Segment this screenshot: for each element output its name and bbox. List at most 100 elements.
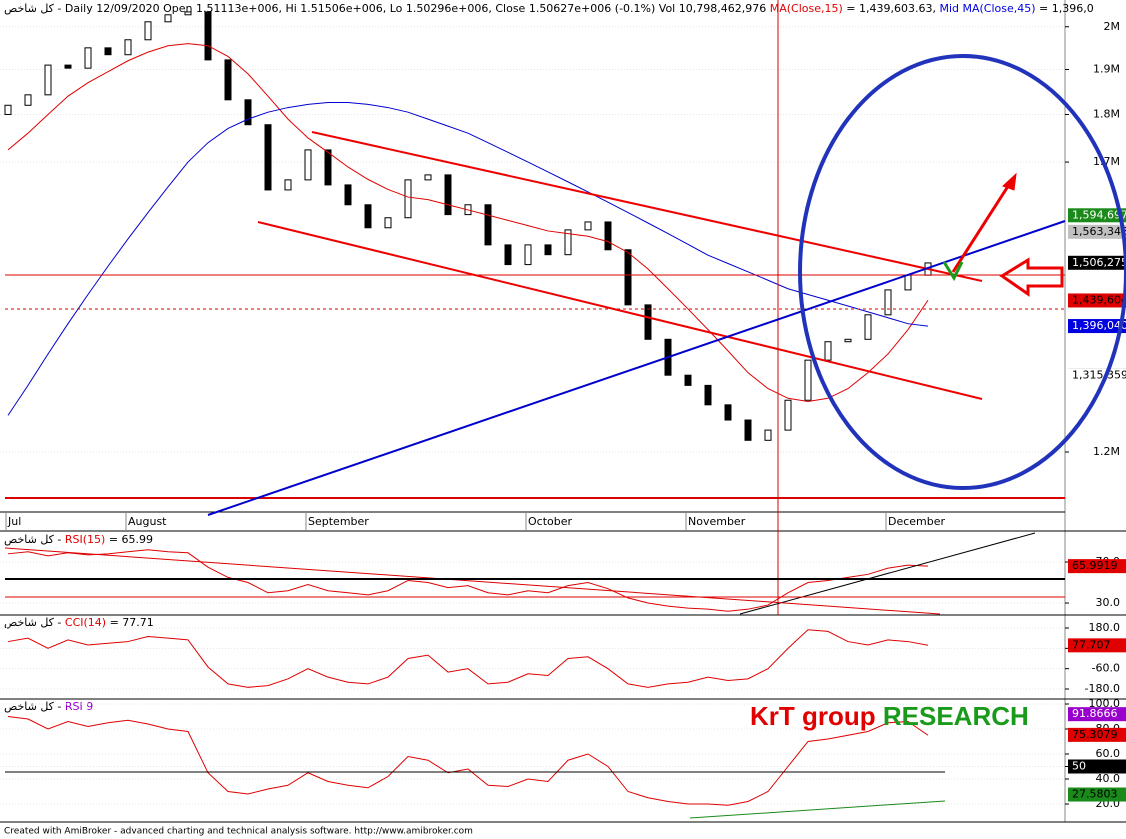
candle-body bbox=[844, 338, 852, 343]
value-box bbox=[1068, 638, 1126, 653]
candle-body bbox=[744, 419, 752, 441]
candle-body bbox=[644, 304, 652, 340]
value-box bbox=[1068, 787, 1126, 802]
candle-body bbox=[504, 244, 512, 266]
x-tick-label: September bbox=[308, 515, 369, 528]
plot-layer: کل شاخص - Daily 12/09/2020 Open 1.51113e… bbox=[0, 2, 1126, 810]
x-tick-label: December bbox=[888, 515, 946, 528]
value-box bbox=[1068, 255, 1126, 270]
candle-body bbox=[164, 14, 172, 23]
candle-body bbox=[724, 404, 732, 421]
candle-body bbox=[624, 249, 632, 306]
y-tick-label: 1.8M bbox=[1093, 107, 1120, 120]
candle-body bbox=[344, 184, 352, 206]
y-tick-label: 100.0 bbox=[1089, 697, 1121, 710]
candle-body bbox=[4, 104, 12, 115]
value-box bbox=[1068, 293, 1126, 308]
candle-body bbox=[544, 244, 552, 256]
y-tick-label: 30.0 bbox=[1096, 596, 1121, 609]
panel-title: کل شاخص - Daily 12/09/2020 Open 1.51113e… bbox=[4, 2, 1094, 15]
y-tick-label: 180.0 bbox=[1089, 621, 1121, 634]
footer: Created with AmiBroker - advanced charti… bbox=[4, 827, 473, 837]
candle-body bbox=[384, 217, 392, 229]
value-box bbox=[1068, 727, 1126, 742]
title-part: RSI 9 bbox=[65, 700, 93, 713]
y-tick-label: -60.0 bbox=[1092, 662, 1120, 675]
candle-body bbox=[584, 221, 592, 231]
candle-body bbox=[404, 179, 412, 219]
candle-body bbox=[104, 47, 112, 56]
candle-body bbox=[24, 94, 32, 106]
title-part: CCI(14) bbox=[65, 616, 106, 629]
value-box-label: 27.5803 bbox=[1072, 788, 1118, 801]
value-box-label: 1,563,348 bbox=[1072, 225, 1126, 238]
value-box-label: 65.9919 bbox=[1072, 559, 1118, 572]
line-series bbox=[7, 716, 929, 806]
value-box-label: 75.3079 bbox=[1072, 728, 1118, 741]
value-box-label: 91.8666 bbox=[1072, 707, 1118, 720]
candle-body bbox=[684, 374, 692, 386]
value-box-label: 50 bbox=[1072, 760, 1086, 773]
value-box-label: 1,396,040 bbox=[1072, 319, 1126, 332]
title-part: MA(Close,15) bbox=[770, 2, 843, 15]
value-box-label: 1,594,697 bbox=[1072, 208, 1126, 221]
candle-body bbox=[484, 204, 492, 246]
title-part: کل شاخص - bbox=[4, 616, 65, 629]
title-part: Mid MA(Close,45) bbox=[939, 2, 1035, 15]
panel-title: کل شاخص - RSI 9 bbox=[4, 700, 93, 713]
x-tick-label: Jul bbox=[7, 515, 21, 528]
y-tick-label: 60.0 bbox=[1096, 747, 1121, 760]
value-box-label: 1,315,359 bbox=[1072, 369, 1126, 382]
title-part: کل شاخص - Daily 12/09/2020 Open 1.51113e… bbox=[4, 2, 770, 15]
x-tick-label: October bbox=[528, 515, 572, 528]
candle-body bbox=[324, 149, 332, 186]
title-part: = 77.71 bbox=[106, 616, 154, 629]
candle-body bbox=[84, 47, 92, 69]
drawings bbox=[4, 0, 1126, 819]
value-box bbox=[1068, 368, 1126, 383]
value-box bbox=[1068, 759, 1126, 774]
line-series bbox=[7, 549, 929, 612]
candle-body bbox=[284, 179, 292, 191]
x-tick-label: August bbox=[128, 515, 167, 528]
panel-title: کل شاخص - RSI(15) = 65.99 bbox=[4, 533, 153, 546]
candle-body bbox=[864, 314, 872, 340]
title-part: = 1,396,0 bbox=[1036, 2, 1094, 15]
value-box bbox=[1068, 559, 1126, 574]
panel-title: کل شاخص - CCI(14) = 77.71 bbox=[4, 616, 154, 629]
candle-body bbox=[884, 289, 892, 316]
value-box-label: 1,439,604 bbox=[1072, 293, 1126, 306]
value-box bbox=[1068, 208, 1126, 223]
watermark-part: RESEARCH bbox=[883, 701, 1029, 731]
candle-body bbox=[304, 149, 312, 181]
candle-body bbox=[144, 21, 152, 41]
candle-body bbox=[44, 64, 52, 96]
candle-body bbox=[184, 11, 192, 16]
value-box-label: 1,506,275 bbox=[1072, 256, 1126, 269]
candle-body bbox=[124, 39, 132, 56]
watermark-part: KrT group bbox=[750, 701, 883, 731]
line-series bbox=[7, 629, 929, 688]
candle-body bbox=[524, 244, 532, 266]
y-tick-label: 1.9M bbox=[1093, 62, 1120, 75]
line-series bbox=[7, 102, 929, 416]
candle-body bbox=[364, 204, 372, 229]
title-part: RSI(15) bbox=[65, 533, 105, 546]
title-part: کل شاخص - bbox=[4, 700, 65, 713]
candle-body bbox=[244, 99, 252, 126]
y-tick-label: 2M bbox=[1104, 20, 1121, 33]
candle-body bbox=[564, 229, 572, 256]
candle-body bbox=[604, 221, 612, 251]
candle-body bbox=[784, 399, 792, 431]
candle-body bbox=[204, 11, 212, 61]
x-tick-label: November bbox=[688, 515, 746, 528]
y-tick-label: -180.0 bbox=[1085, 682, 1120, 695]
line-series bbox=[7, 43, 929, 403]
candle-body bbox=[444, 174, 452, 216]
candle-body bbox=[64, 64, 72, 69]
candle-body bbox=[704, 384, 712, 406]
value-box-label: 77.707 bbox=[1072, 638, 1111, 651]
value-box bbox=[1068, 707, 1126, 722]
candle-body bbox=[824, 341, 832, 361]
